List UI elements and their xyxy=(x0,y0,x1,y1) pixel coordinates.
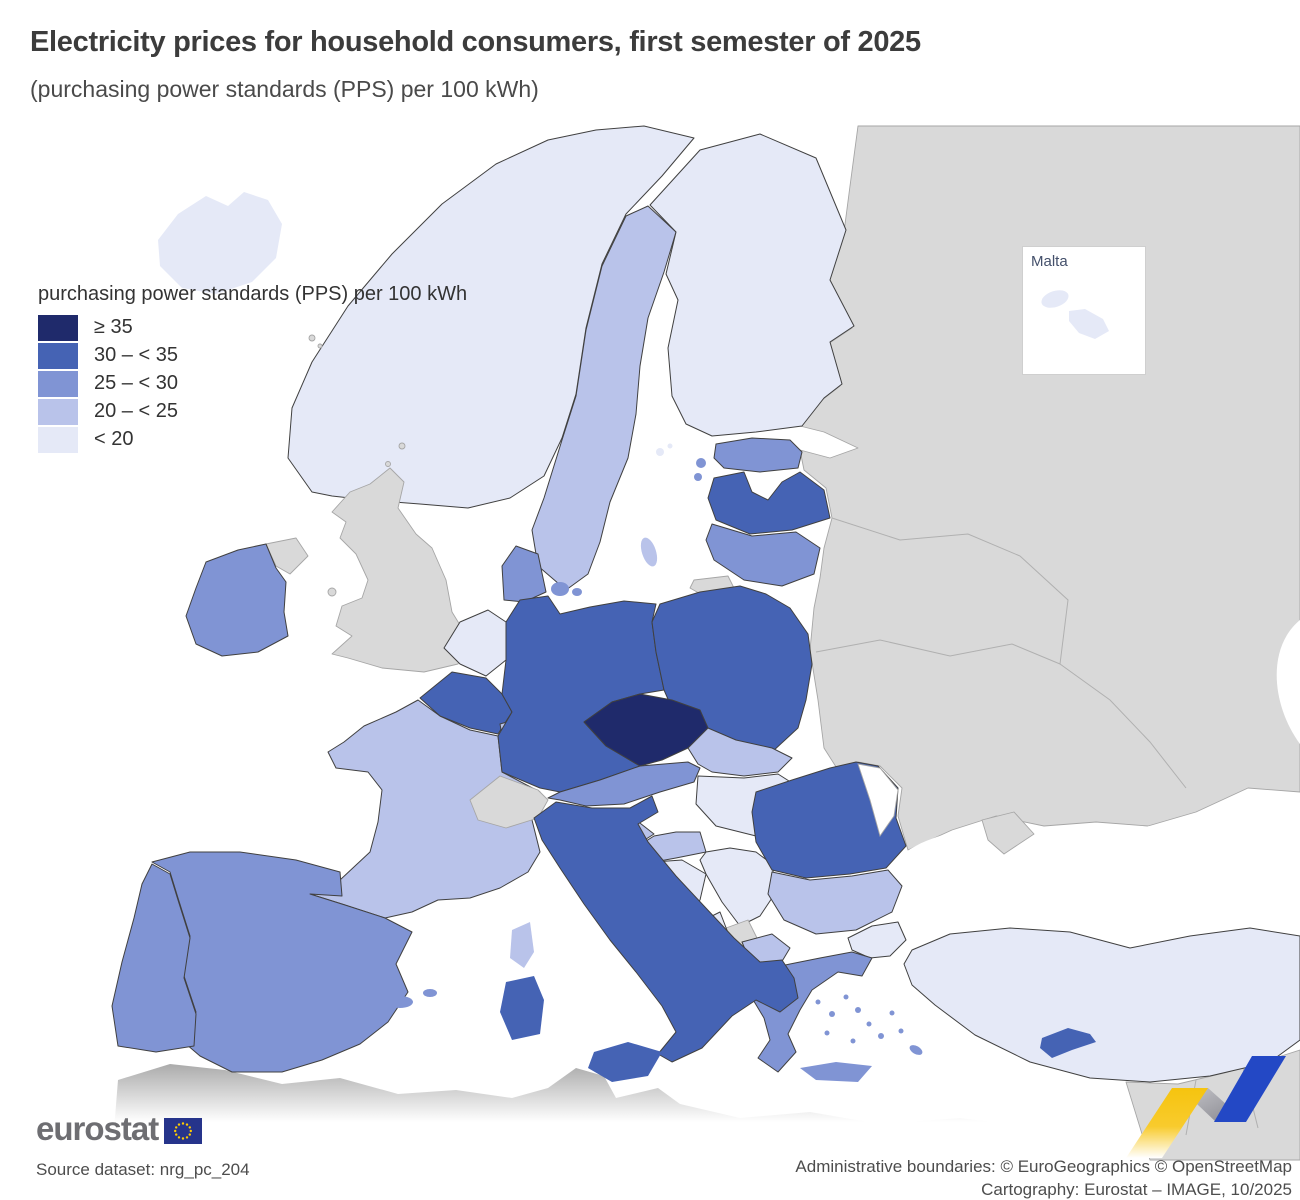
black-sea xyxy=(906,824,1191,925)
island-shetland xyxy=(398,442,406,450)
legend-swatch-1 xyxy=(38,342,78,369)
country-cyprus xyxy=(1040,1028,1096,1058)
island-funen xyxy=(572,588,582,596)
malta-inset: Malta xyxy=(1022,246,1146,375)
region-northern-ireland-nodata xyxy=(265,537,309,575)
page-title: Electricity prices for household consume… xyxy=(30,26,921,58)
country-serbia xyxy=(699,847,777,927)
country-turkiye xyxy=(903,927,1300,1083)
island-hiiumaa xyxy=(694,473,702,481)
island-isle-of-man-nodata xyxy=(327,587,337,597)
country-turkiye-thrace xyxy=(847,921,907,959)
legend-title: purchasing power standards (PPS) per 100… xyxy=(38,283,468,305)
legend-row-3: 20 – < 25 xyxy=(38,398,467,425)
page-subtitle: (purchasing power standards (PPS) per 10… xyxy=(30,76,539,102)
island-gotland xyxy=(640,537,658,567)
source-dataset-text: Source dataset: nrg_pc_204 xyxy=(36,1160,250,1179)
legend-row-2: 25 – < 30 xyxy=(38,370,467,397)
legend-swatch-4 xyxy=(38,426,78,453)
legend-label-1: 30 – < 35 xyxy=(94,344,178,366)
legend-items: ≥ 35 30 – < 35 25 – < 30 20 – < 25 < 20 xyxy=(38,314,467,453)
country-slovakia xyxy=(687,727,793,777)
malta-inset-label: Malta xyxy=(1031,253,1068,270)
country-estonia xyxy=(713,437,803,473)
island-malta xyxy=(1069,309,1109,339)
legend-swatch-2 xyxy=(38,370,78,397)
eu-flag-icon xyxy=(164,1117,203,1144)
legend-row-4: < 20 xyxy=(38,426,467,453)
country-bulgaria xyxy=(767,869,903,935)
country-united-kingdom-nodata xyxy=(331,467,469,673)
country-finland xyxy=(649,133,855,437)
country-austria xyxy=(547,761,701,807)
image-ribbon-logo xyxy=(1126,1056,1286,1158)
island-crete xyxy=(800,1062,872,1082)
island-faroe xyxy=(308,334,316,342)
legend-swatch-0 xyxy=(38,314,78,341)
attribution-cartography: Cartography: Eurostat – IMAGE, 10/2025 xyxy=(981,1179,1292,1199)
island-menorca xyxy=(423,989,437,997)
country-norway xyxy=(287,125,695,509)
legend-label-2: 25 – < 30 xyxy=(94,372,178,394)
island-faroe-2 xyxy=(317,343,323,349)
legend-label-0: ≥ 35 xyxy=(94,316,133,338)
country-portugal xyxy=(111,863,197,1053)
island-gozo xyxy=(1041,290,1069,308)
island-aland-2 xyxy=(667,443,673,449)
legend: purchasing power standards (PPS) per 100… xyxy=(38,283,467,454)
island-saaremaa xyxy=(696,458,706,468)
nodata-internal-borders xyxy=(815,517,1187,789)
island-orkney xyxy=(385,461,391,467)
country-sweden xyxy=(531,205,677,591)
ribbon-blue xyxy=(1214,1056,1286,1122)
country-switzerland-nodata xyxy=(469,775,549,829)
island-zealand xyxy=(551,582,569,596)
legend-label-3: 20 – < 25 xyxy=(94,400,178,422)
attribution-boundaries: Administrative boundaries: © EuroGeograp… xyxy=(795,1157,1292,1176)
malta-inset-map xyxy=(1041,290,1109,339)
ribbon-yellow xyxy=(1126,1088,1208,1158)
island-sardinia xyxy=(500,976,544,1040)
eurostat-logo-text: eurostat xyxy=(36,1110,159,1147)
country-moldova-nodata xyxy=(857,763,899,838)
legend-row-0: ≥ 35 xyxy=(38,314,467,341)
island-sicily xyxy=(588,1042,662,1082)
region-crimea xyxy=(981,811,1035,855)
country-lithuania xyxy=(705,523,821,587)
caspian-sea xyxy=(1276,620,1300,744)
legend-label-4: < 20 xyxy=(94,428,134,450)
region-eastern-europe-nodata xyxy=(799,125,1300,851)
island-mallorca xyxy=(387,996,413,1008)
attribution: Administrative boundaries: © EuroGeograp… xyxy=(795,1156,1292,1200)
country-italy xyxy=(533,795,799,1063)
eurostat-logo: eurostat xyxy=(36,1110,203,1147)
legend-swatch-3 xyxy=(38,398,78,425)
aegean-islands xyxy=(799,989,923,1055)
region-north-africa xyxy=(110,1064,1300,1180)
island-corsica xyxy=(510,922,534,968)
country-latvia xyxy=(707,471,831,535)
legend-row-1: 30 – < 35 xyxy=(38,342,467,369)
country-iceland xyxy=(158,192,282,294)
island-aland xyxy=(656,448,664,456)
country-ireland xyxy=(185,543,289,657)
